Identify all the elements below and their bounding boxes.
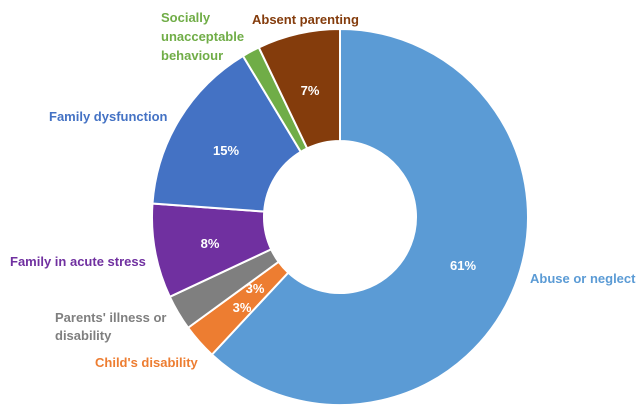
category-label-line: Absent parenting [252,12,359,27]
value-label: 3% [246,281,265,296]
category-label-line: Socially [161,10,211,25]
value-label: 61% [450,258,476,273]
slice-family-dysfunction [151,54,303,213]
value-label: 3% [233,300,252,315]
category-label: Absent parenting [252,12,359,27]
slice-abuse-or-neglect [210,27,529,406]
value-label: 15% [213,143,239,158]
value-label: 7% [301,83,320,98]
category-label-line: Child's disability [95,355,199,370]
category-label: Abuse or neglect [530,271,636,286]
category-label: Family dysfunction [49,109,168,124]
category-label-line: unacceptable [161,29,244,44]
category-label-line: Parents' illness or [55,310,166,325]
category-label-line: disability [55,328,112,343]
category-label-line: Family in acute stress [10,254,146,269]
category-label-line: Family dysfunction [49,109,168,124]
slice-absent-parenting [257,27,341,150]
category-label: Child's disability [95,355,199,370]
category-label-line: Abuse or neglect [530,271,636,286]
category-label-line: behaviour [161,48,223,63]
category-label: Family in acute stress [10,254,146,269]
category-label: Socially unacceptable behaviour [161,10,244,63]
value-label: 8% [201,236,220,251]
category-label: Parents' illness or disability [55,310,166,343]
